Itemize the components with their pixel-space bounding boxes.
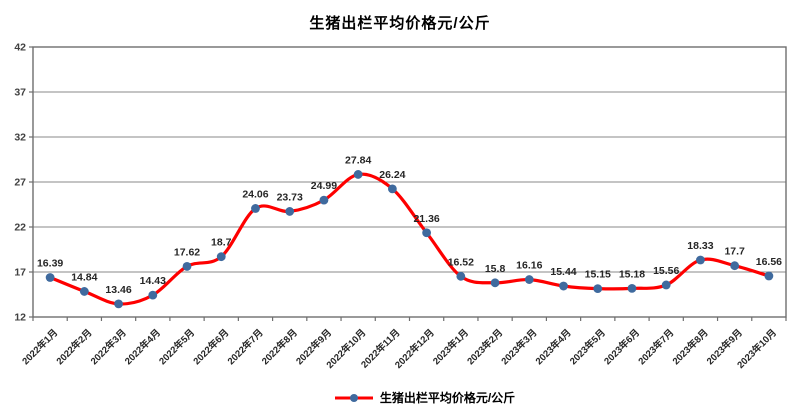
data-label: 13.46 [105, 284, 131, 296]
data-label: 16.56 [756, 256, 782, 268]
data-label: 24.99 [311, 180, 337, 192]
data-point-marker [730, 261, 740, 271]
data-point-marker [456, 271, 466, 281]
x-axis-label: 2022年3月 [88, 327, 129, 368]
data-label: 21.36 [413, 213, 439, 225]
data-label: 16.39 [37, 257, 63, 269]
data-point-marker [285, 207, 295, 216]
data-label: 15.56 [653, 265, 679, 277]
data-point-marker [216, 252, 226, 262]
data-label: 15.44 [550, 266, 576, 278]
legend-label: 生猪出栏平均价格元/公斤 [379, 391, 516, 405]
chart-title: 生猪出栏平均价格元/公斤 [309, 15, 491, 32]
data-label: 23.73 [277, 191, 303, 203]
data-label: 27.84 [345, 154, 371, 166]
x-axis-label: 2022年7月 [225, 327, 266, 368]
data-label: 15.15 [585, 269, 611, 281]
data-point-marker [764, 271, 774, 281]
legend-marker-dot [349, 393, 358, 402]
data-label: 17.62 [174, 246, 200, 258]
y-axis-label: 37 [14, 87, 26, 99]
x-axis-label: 2023年5月 [567, 327, 608, 368]
y-axis-label: 12 [14, 312, 26, 324]
x-axis-label: 2022年4月 [122, 327, 163, 368]
x-axis-label: 2023年1月 [430, 327, 471, 368]
y-axis-label: 27 [14, 177, 26, 189]
data-point-marker [490, 278, 500, 288]
y-axis-label: 22 [14, 222, 26, 234]
y-axis-label: 42 [14, 42, 26, 54]
x-axis-label: 2023年6月 [601, 327, 642, 368]
price-line-series [48, 172, 771, 306]
data-point-marker [114, 299, 123, 309]
chart-legend: 生猪出栏平均价格元/公斤 [24, 389, 800, 406]
x-axis-label: 2023年8月 [670, 327, 711, 368]
data-label: 17.7 [724, 246, 745, 258]
data-label: 15.18 [619, 268, 645, 280]
x-axis-label: 2023年4月 [533, 327, 574, 368]
x-axis-label: 2023年2月 [465, 327, 506, 368]
data-point-marker [79, 287, 89, 296]
x-axis-label: 2023年7月 [636, 327, 677, 368]
legend-line-marker-icon [334, 393, 373, 402]
data-point-marker [45, 273, 55, 282]
data-point-marker [387, 184, 397, 194]
x-axis-label: 2022年2月 [54, 327, 95, 368]
data-label: 16.16 [516, 260, 542, 272]
data-label: 16.52 [448, 256, 474, 268]
data-label: 15.8 [485, 263, 506, 275]
data-point-marker [524, 275, 534, 284]
data-point-marker [627, 283, 637, 293]
data-label: 14.43 [140, 275, 166, 287]
data-point-marker [559, 281, 568, 291]
data-label: 14.84 [71, 271, 97, 283]
x-axis-label: 2022年8月 [259, 327, 300, 368]
x-axis-label: 2022年6月 [191, 327, 232, 368]
data-point-marker [593, 284, 603, 294]
data-point-marker [148, 290, 158, 300]
x-axis-label: 2022年1月 [20, 327, 61, 368]
data-label: 18.33 [687, 240, 713, 252]
data-label: 26.24 [379, 169, 405, 181]
x-axis-label: 2022年5月 [157, 327, 198, 368]
y-axis-label: 32 [14, 132, 26, 144]
data-label: 18.7 [211, 237, 232, 249]
x-axis-label: 2023年3月 [499, 327, 540, 368]
data-point-marker [251, 204, 260, 213]
data-point-marker [661, 280, 671, 290]
data-point-marker [353, 170, 363, 179]
y-axis-label: 17 [14, 267, 26, 279]
data-label: 24.06 [242, 188, 268, 200]
data-point-marker [422, 228, 432, 238]
data-point-marker [319, 195, 329, 205]
data-point-marker [696, 255, 705, 265]
data-point-marker [182, 262, 192, 271]
